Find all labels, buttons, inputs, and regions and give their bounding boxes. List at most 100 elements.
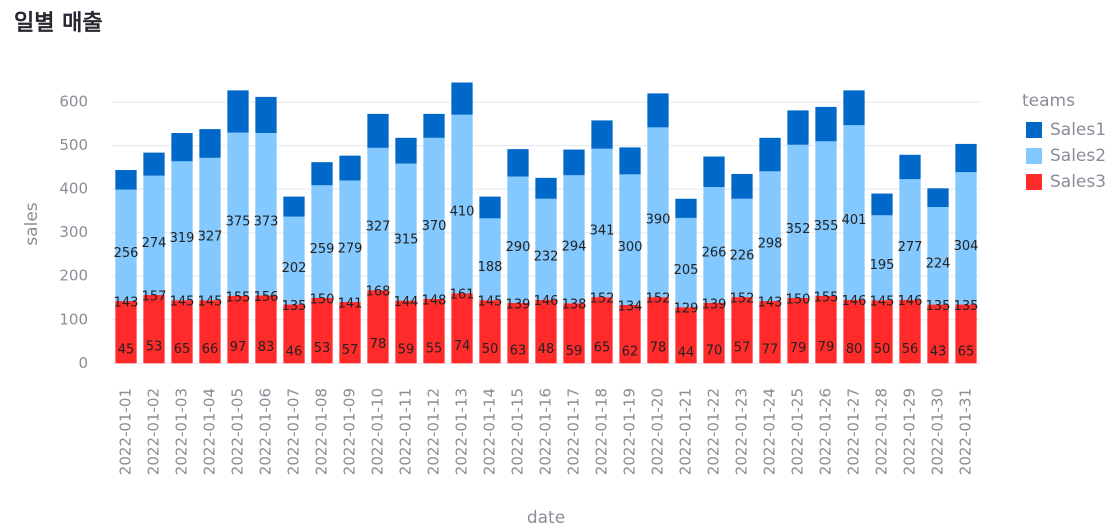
bar-segment: [703, 156, 725, 187]
value-label: 135: [926, 299, 951, 314]
bar-segment: [227, 132, 249, 296]
chart-title: 일별 매출: [14, 11, 103, 36]
value-label: 146: [534, 294, 559, 309]
value-label: 65: [958, 344, 975, 359]
bar-segment: [255, 295, 277, 364]
bar-segment: [759, 301, 781, 364]
bar-segment: [143, 294, 165, 364]
x-tick-label: 2022-01-18: [593, 388, 611, 475]
x-tick-label: 2022-01-21: [677, 388, 695, 475]
value-label: 327: [198, 230, 223, 245]
value-label: 155: [814, 290, 839, 305]
bar-segment: [563, 149, 585, 176]
value-label: 150: [786, 293, 811, 308]
bar-segment: [647, 93, 669, 128]
bar-segment: [227, 90, 249, 133]
value-label: 370: [422, 219, 447, 234]
value-label: 97: [230, 340, 247, 355]
value-label: 315: [394, 233, 419, 248]
bar-segment: [535, 198, 557, 300]
x-tick-label: 2022-01-03: [173, 388, 191, 475]
bar-segment: [507, 149, 529, 177]
bar-segment: [143, 152, 165, 176]
value-label: 66: [202, 342, 219, 357]
bar-segment: [815, 106, 837, 142]
value-label: 62: [622, 345, 639, 360]
bar-segment: [423, 298, 445, 364]
bar-segment: [787, 144, 809, 298]
value-label: 77: [762, 343, 779, 358]
bar-segment: [927, 188, 949, 208]
value-label: 195: [870, 258, 895, 273]
value-label: 156: [254, 290, 279, 305]
bar-segment: [451, 114, 473, 294]
legend-swatch: [1026, 174, 1042, 190]
value-label: 80: [846, 342, 863, 357]
legend-label: Sales1: [1050, 120, 1106, 140]
bar-segment: [619, 174, 641, 305]
value-label: 53: [314, 341, 331, 356]
value-label: 145: [478, 295, 503, 310]
value-label: 300: [618, 240, 643, 255]
x-tick-label: 2022-01-15: [509, 388, 527, 475]
value-label: 150: [310, 293, 335, 308]
value-label: 224: [926, 256, 951, 271]
bar-segment: [395, 300, 417, 364]
bar-segment: [199, 129, 221, 158]
value-label: 78: [650, 341, 667, 356]
value-label: 161: [450, 288, 475, 303]
x-tick-label: 2022-01-02: [145, 388, 163, 475]
bar-segment: [311, 162, 333, 186]
x-tick-label: 2022-01-10: [369, 388, 387, 475]
value-label: 53: [146, 340, 163, 355]
x-tick-label: 2022-01-27: [845, 388, 863, 475]
bar-segment: [283, 216, 305, 305]
value-label: 143: [758, 296, 783, 311]
value-label: 145: [870, 295, 895, 310]
x-tick-label: 2022-01-23: [733, 388, 751, 475]
value-label: 145: [170, 295, 195, 310]
x-tick-label: 2022-01-14: [481, 388, 499, 475]
value-label: 327: [366, 219, 391, 234]
bar-segment: [479, 218, 501, 301]
bar-segment: [227, 295, 249, 364]
x-tick-label: 2022-01-08: [313, 388, 331, 475]
bar-segment: [423, 113, 445, 138]
bar-segment: [367, 147, 389, 291]
bar-segment: [675, 198, 697, 218]
bar-segment: [703, 187, 725, 303]
bar-segment: [171, 300, 193, 364]
y-tick-label: 100: [59, 310, 88, 328]
y-tick-label: 600: [59, 93, 88, 111]
x-tick-label: 2022-01-07: [285, 388, 303, 475]
x-tick-label: 2022-01-05: [229, 388, 247, 475]
bar-segment: [367, 290, 389, 364]
x-tick-label: 2022-01-30: [929, 388, 947, 475]
bar-segment: [955, 304, 977, 364]
value-label: 152: [590, 292, 615, 307]
x-tick-label: 2022-01-28: [873, 388, 891, 475]
bar-segment: [367, 113, 389, 148]
value-label: 202: [282, 261, 307, 276]
bar-segment: [199, 157, 221, 301]
x-tick-label: 2022-01-31: [957, 388, 975, 475]
bar-segment: [927, 304, 949, 364]
legend-swatch: [1026, 122, 1042, 138]
value-label: 45: [118, 343, 135, 358]
value-label: 152: [730, 292, 755, 307]
bar-segment: [871, 215, 893, 301]
value-label: 390: [646, 213, 671, 228]
bar-segment: [199, 300, 221, 364]
value-label: 277: [898, 240, 923, 255]
value-label: 141: [338, 296, 363, 311]
bar-segment: [619, 147, 641, 175]
value-label: 226: [730, 248, 755, 263]
x-tick-label: 2022-01-25: [789, 388, 807, 475]
value-label: 79: [818, 340, 835, 355]
bar-segment: [563, 303, 585, 364]
value-label: 294: [562, 240, 587, 255]
x-tick-label: 2022-01-19: [621, 388, 639, 475]
bar-segment: [283, 196, 305, 217]
bar-segment: [871, 193, 893, 216]
value-label: 56: [902, 342, 919, 357]
